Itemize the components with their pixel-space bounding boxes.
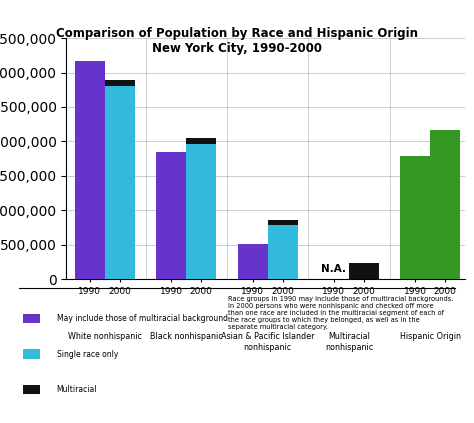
Bar	[186, 138, 216, 144]
Text: Asian & Pacific Islander
nonhispanic: Asian & Pacific Islander nonhispanic	[221, 332, 314, 352]
Bar	[23, 314, 40, 323]
Text: Race groups in 1990 may include those of multiracial backgrounds.
In 2000 person: Race groups in 1990 may include those of…	[228, 296, 453, 330]
Text: Multiracial
nonhispanic: Multiracial nonhispanic	[325, 332, 373, 352]
Text: Comparison of Population by Race and Hispanic Origin
New York City, 1990-2000: Comparison of Population by Race and His…	[56, 27, 418, 55]
Text: White nonhispanic: White nonhispanic	[68, 332, 142, 341]
Bar	[349, 264, 379, 279]
Bar	[186, 144, 216, 279]
Bar	[268, 225, 298, 279]
Bar	[237, 244, 268, 279]
Bar	[105, 80, 135, 86]
Bar	[105, 86, 135, 279]
Text: Hispanic Origin: Hispanic Origin	[400, 332, 461, 341]
Text: Multiracial: Multiracial	[56, 385, 97, 394]
Bar	[23, 349, 40, 359]
Bar	[401, 157, 430, 279]
Bar	[75, 61, 105, 279]
Bar	[430, 130, 460, 279]
Bar	[156, 152, 186, 279]
Text: May include those of multiracial background: May include those of multiracial backgro…	[56, 314, 228, 323]
Text: N.A.: N.A.	[321, 264, 346, 274]
Text: Single race only: Single race only	[56, 350, 118, 359]
Bar	[23, 385, 40, 394]
Text: Black nonhispanic: Black nonhispanic	[150, 332, 223, 341]
Bar	[268, 220, 298, 225]
